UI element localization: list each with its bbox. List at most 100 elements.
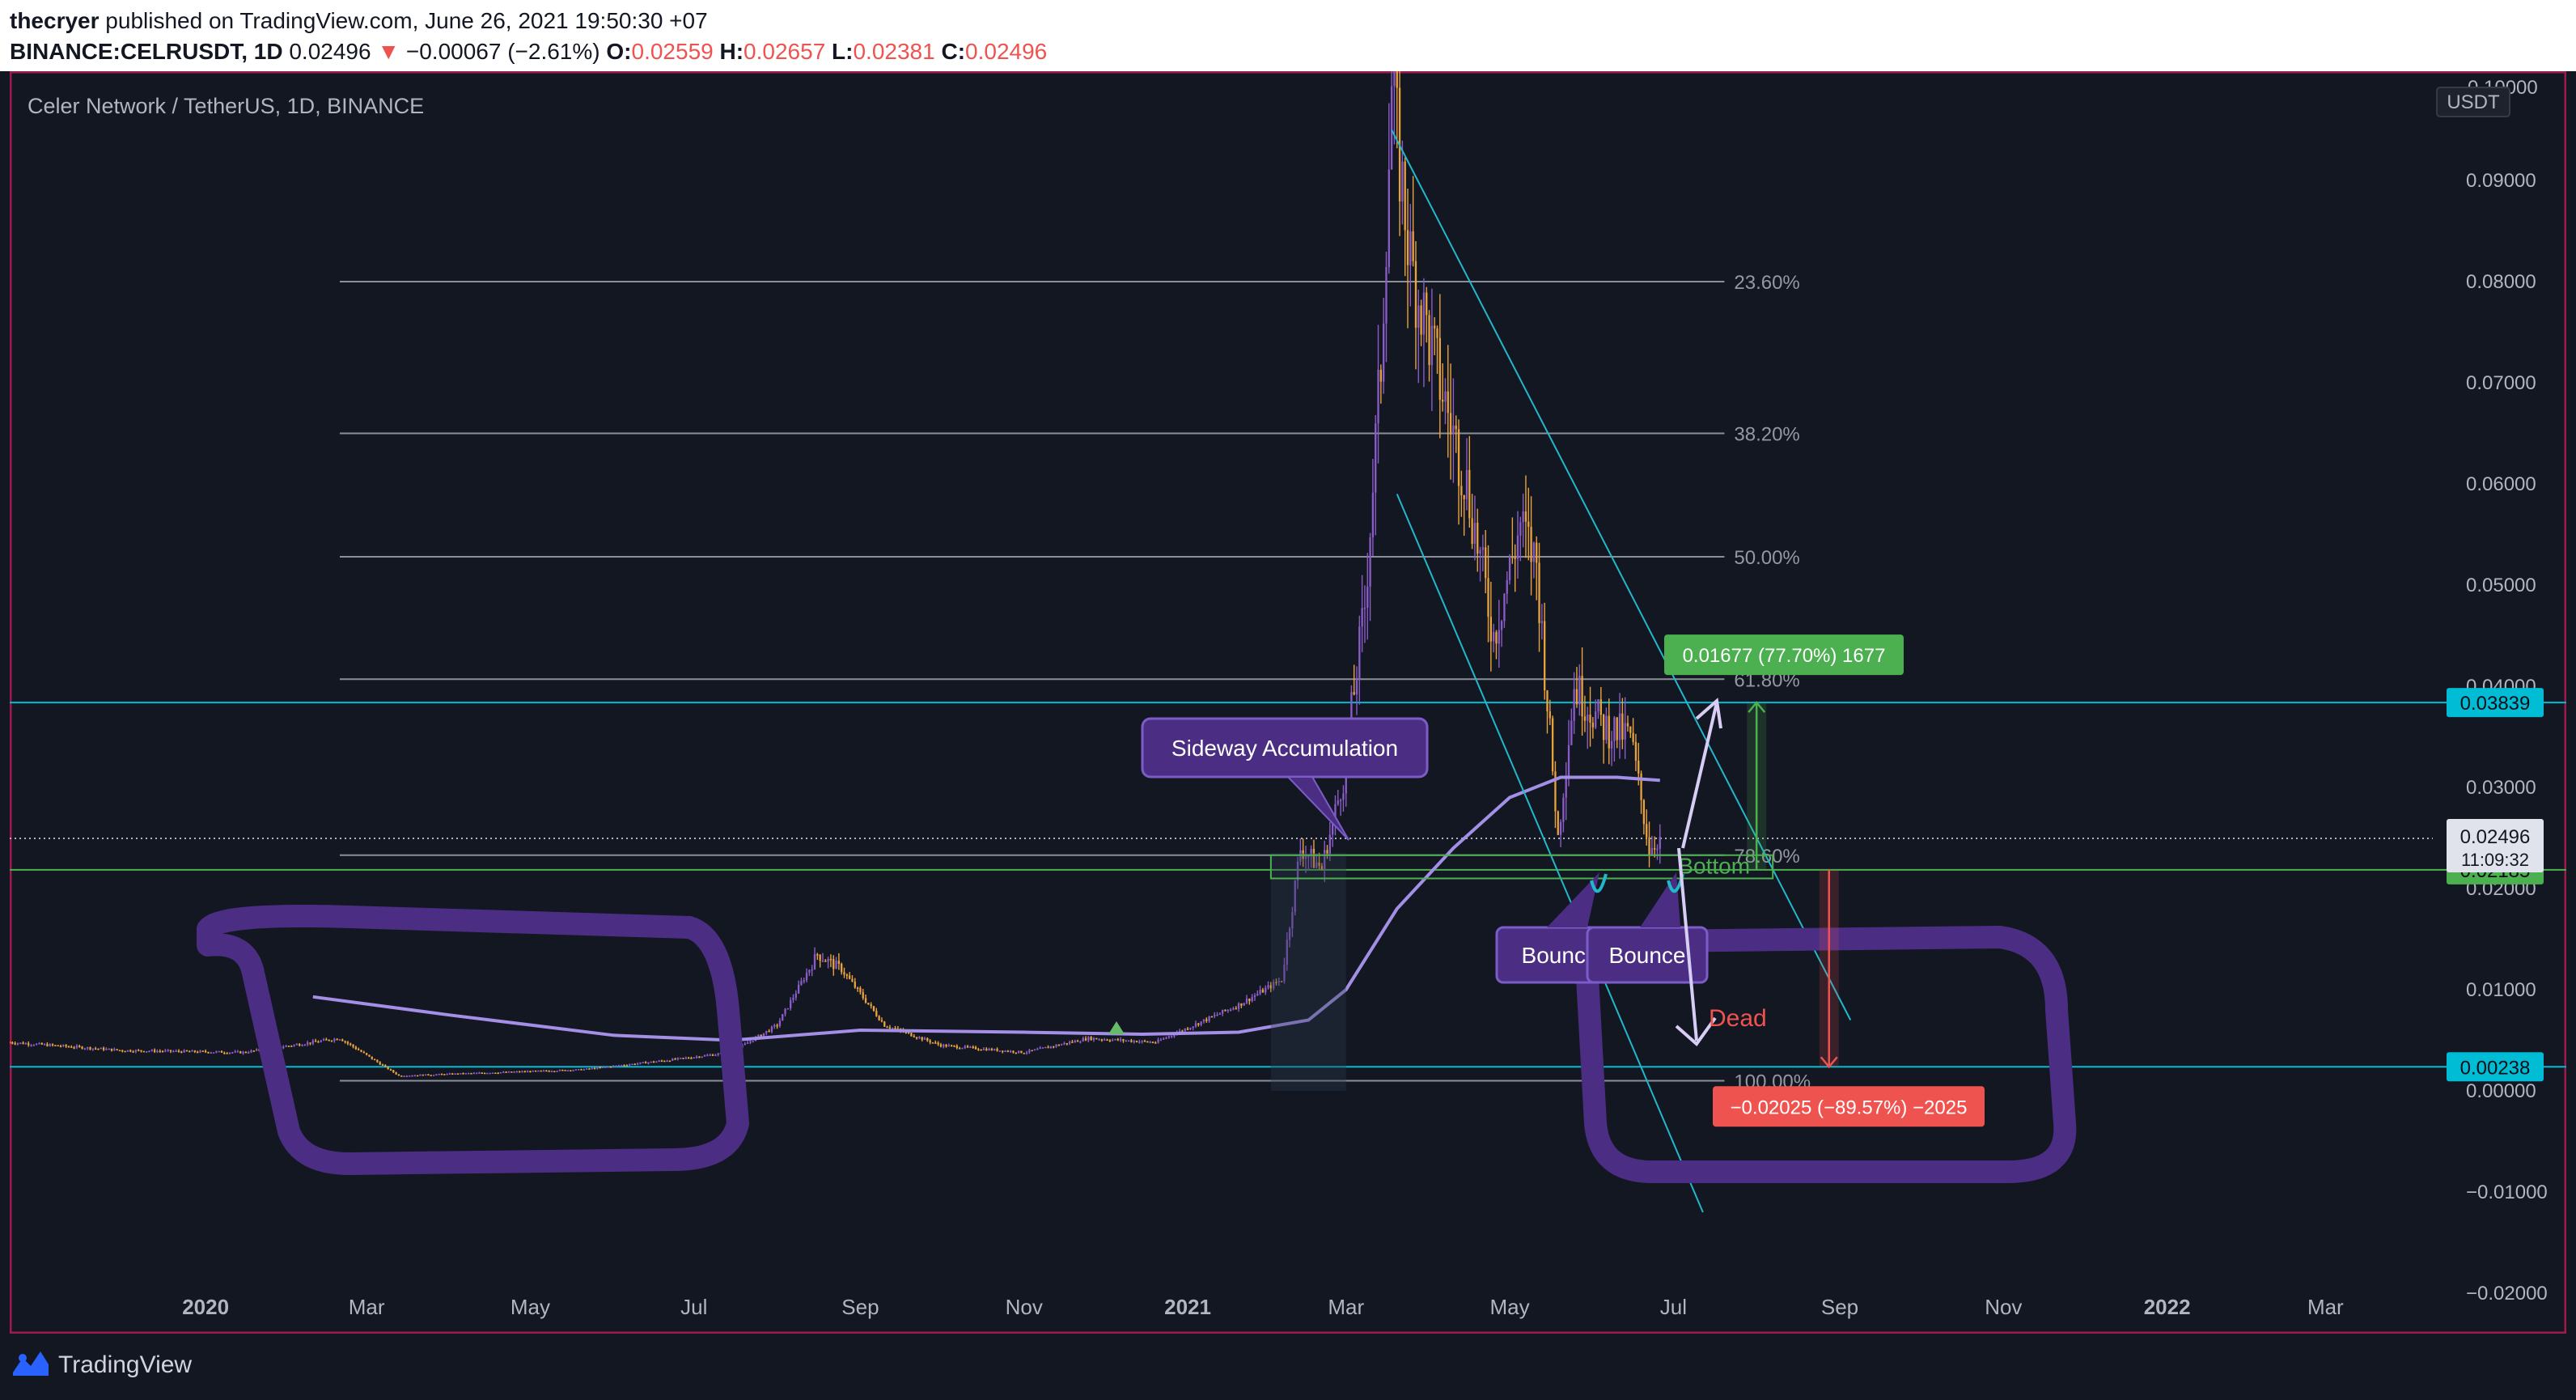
candle-body [1280, 981, 1283, 982]
candle-body [1316, 862, 1318, 868]
candle-body [1229, 1009, 1232, 1012]
trend-channel[interactable] [1391, 129, 1852, 1213]
price-tag[interactable] [2447, 1052, 2544, 1082]
candle-body [1286, 940, 1288, 965]
bounce-callout-1-pointer [1547, 872, 1599, 927]
horizontal-lines[interactable] [10, 702, 2566, 1068]
candle-body [282, 1046, 285, 1049]
candle-body [1269, 985, 1273, 989]
candle-body [1245, 999, 1248, 1003]
candle-body [124, 1050, 126, 1053]
sideway-callout[interactable] [1141, 717, 1429, 778]
candle-body [1092, 1037, 1095, 1041]
candle-body [714, 1054, 717, 1057]
price-axis[interactable]: 0.10000USDT0.090000.080000.070000.060000… [2436, 77, 2548, 1305]
bottom-zone[interactable] [1269, 854, 1774, 880]
candle-body [1388, 169, 1390, 268]
measure-label-box[interactable] [1664, 634, 1904, 676]
candle-body [577, 1069, 580, 1071]
candle-body [470, 1073, 472, 1075]
tradingview-logo-icon[interactable] [11, 1348, 50, 1377]
candle-body [502, 1071, 505, 1073]
candle-body [97, 1048, 100, 1050]
tradingview-brand[interactable]: TradingView [58, 1351, 193, 1378]
candle-body [36, 1043, 38, 1046]
current-price-tag[interactable] [2447, 819, 2544, 872]
price-range-measures[interactable]: 0.01677 (77.70%) 1677 −0.02025 (−89.57%) … [1664, 634, 1985, 1127]
candle-body [888, 1027, 892, 1029]
candle-body [1036, 1049, 1039, 1050]
candle-body [1006, 1050, 1009, 1052]
channel-line[interactable] [1396, 494, 1704, 1213]
candle-body [1659, 837, 1661, 849]
candle-body [1071, 1042, 1074, 1043]
candle-body [352, 1044, 354, 1047]
candle-body [642, 1062, 644, 1063]
candle-body [1371, 492, 1375, 538]
candle-body [30, 1045, 32, 1046]
candle-body [1047, 1046, 1049, 1049]
candle-body [28, 1043, 30, 1046]
candle-body [1369, 537, 1371, 587]
candle-body [110, 1048, 113, 1051]
candle-body [1130, 1040, 1133, 1042]
candle-body [440, 1073, 443, 1075]
candle-body [328, 1039, 330, 1042]
channel-line[interactable] [1391, 129, 1852, 1020]
bottom-label: Bottom [1678, 854, 1750, 879]
candle-body [494, 1072, 497, 1075]
candle-body [542, 1070, 545, 1072]
candle-body [100, 1047, 102, 1050]
candle-body [142, 1050, 145, 1053]
candle-body [1554, 771, 1557, 812]
candle-body [113, 1049, 116, 1051]
candle-body [966, 1046, 969, 1048]
annotations[interactable]: Sideway Accumulation Bottom Bounce Bounce De… [197, 698, 2077, 1183]
candle-body [295, 1044, 299, 1046]
candle-body [220, 1050, 223, 1053]
candle-body [1063, 1042, 1066, 1045]
candle-body [580, 1069, 583, 1071]
sideway-zone [1270, 853, 1346, 1091]
price-chart[interactable]: Celer Network / TetherUS, 1D, BINANCE 23… [10, 71, 2566, 1334]
candle-body [446, 1073, 448, 1075]
price-tag[interactable] [2447, 688, 2544, 718]
candle-body [558, 1069, 561, 1071]
candle-body [67, 1046, 70, 1048]
candle-body [990, 1049, 994, 1050]
candle-body [1449, 413, 1452, 435]
author-name[interactable]: thecryer [10, 8, 100, 33]
candle-body [1163, 1038, 1165, 1040]
candle-body [358, 1049, 360, 1050]
candle-body [330, 1040, 333, 1042]
candle-body [22, 1042, 24, 1045]
candle-body [432, 1075, 435, 1076]
candle-body [145, 1051, 148, 1053]
time-axis[interactable]: 2020 Mar May Jul Sep Nov 2021 Mar May Jul Sep Nov 20… [182, 1295, 2344, 1319]
candle-body [1173, 1035, 1176, 1037]
candle-body [1527, 521, 1530, 528]
currency-badge[interactable] [2436, 87, 2510, 117]
candle-body [1447, 391, 1449, 414]
candle-body [1112, 1039, 1114, 1042]
fib-level-label: 23.60% [1734, 272, 1799, 294]
candle-body [1017, 1050, 1020, 1053]
candle-body [1595, 711, 1597, 728]
dead-label: Dead [1709, 1005, 1767, 1032]
candle-body [1632, 732, 1634, 742]
candle-body [945, 1045, 947, 1047]
candle-body [1540, 621, 1544, 623]
candle-body [1587, 715, 1589, 721]
candle-body [75, 1046, 78, 1048]
candle-body [1033, 1049, 1036, 1051]
candle-body [454, 1073, 456, 1075]
candle-body [1465, 469, 1468, 499]
candle-body [252, 1050, 255, 1052]
candle-body [1522, 511, 1524, 523]
candle-body [1194, 1023, 1197, 1027]
measure-label-box[interactable] [1713, 1086, 1985, 1127]
candle-body [1578, 676, 1581, 705]
candle-body [362, 1051, 365, 1054]
candle-body [365, 1053, 368, 1055]
candle-body [341, 1039, 344, 1042]
